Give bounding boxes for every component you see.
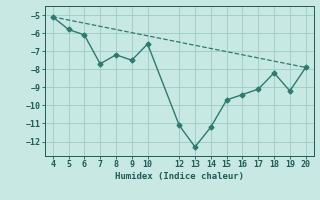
X-axis label: Humidex (Indice chaleur): Humidex (Indice chaleur): [115, 172, 244, 181]
